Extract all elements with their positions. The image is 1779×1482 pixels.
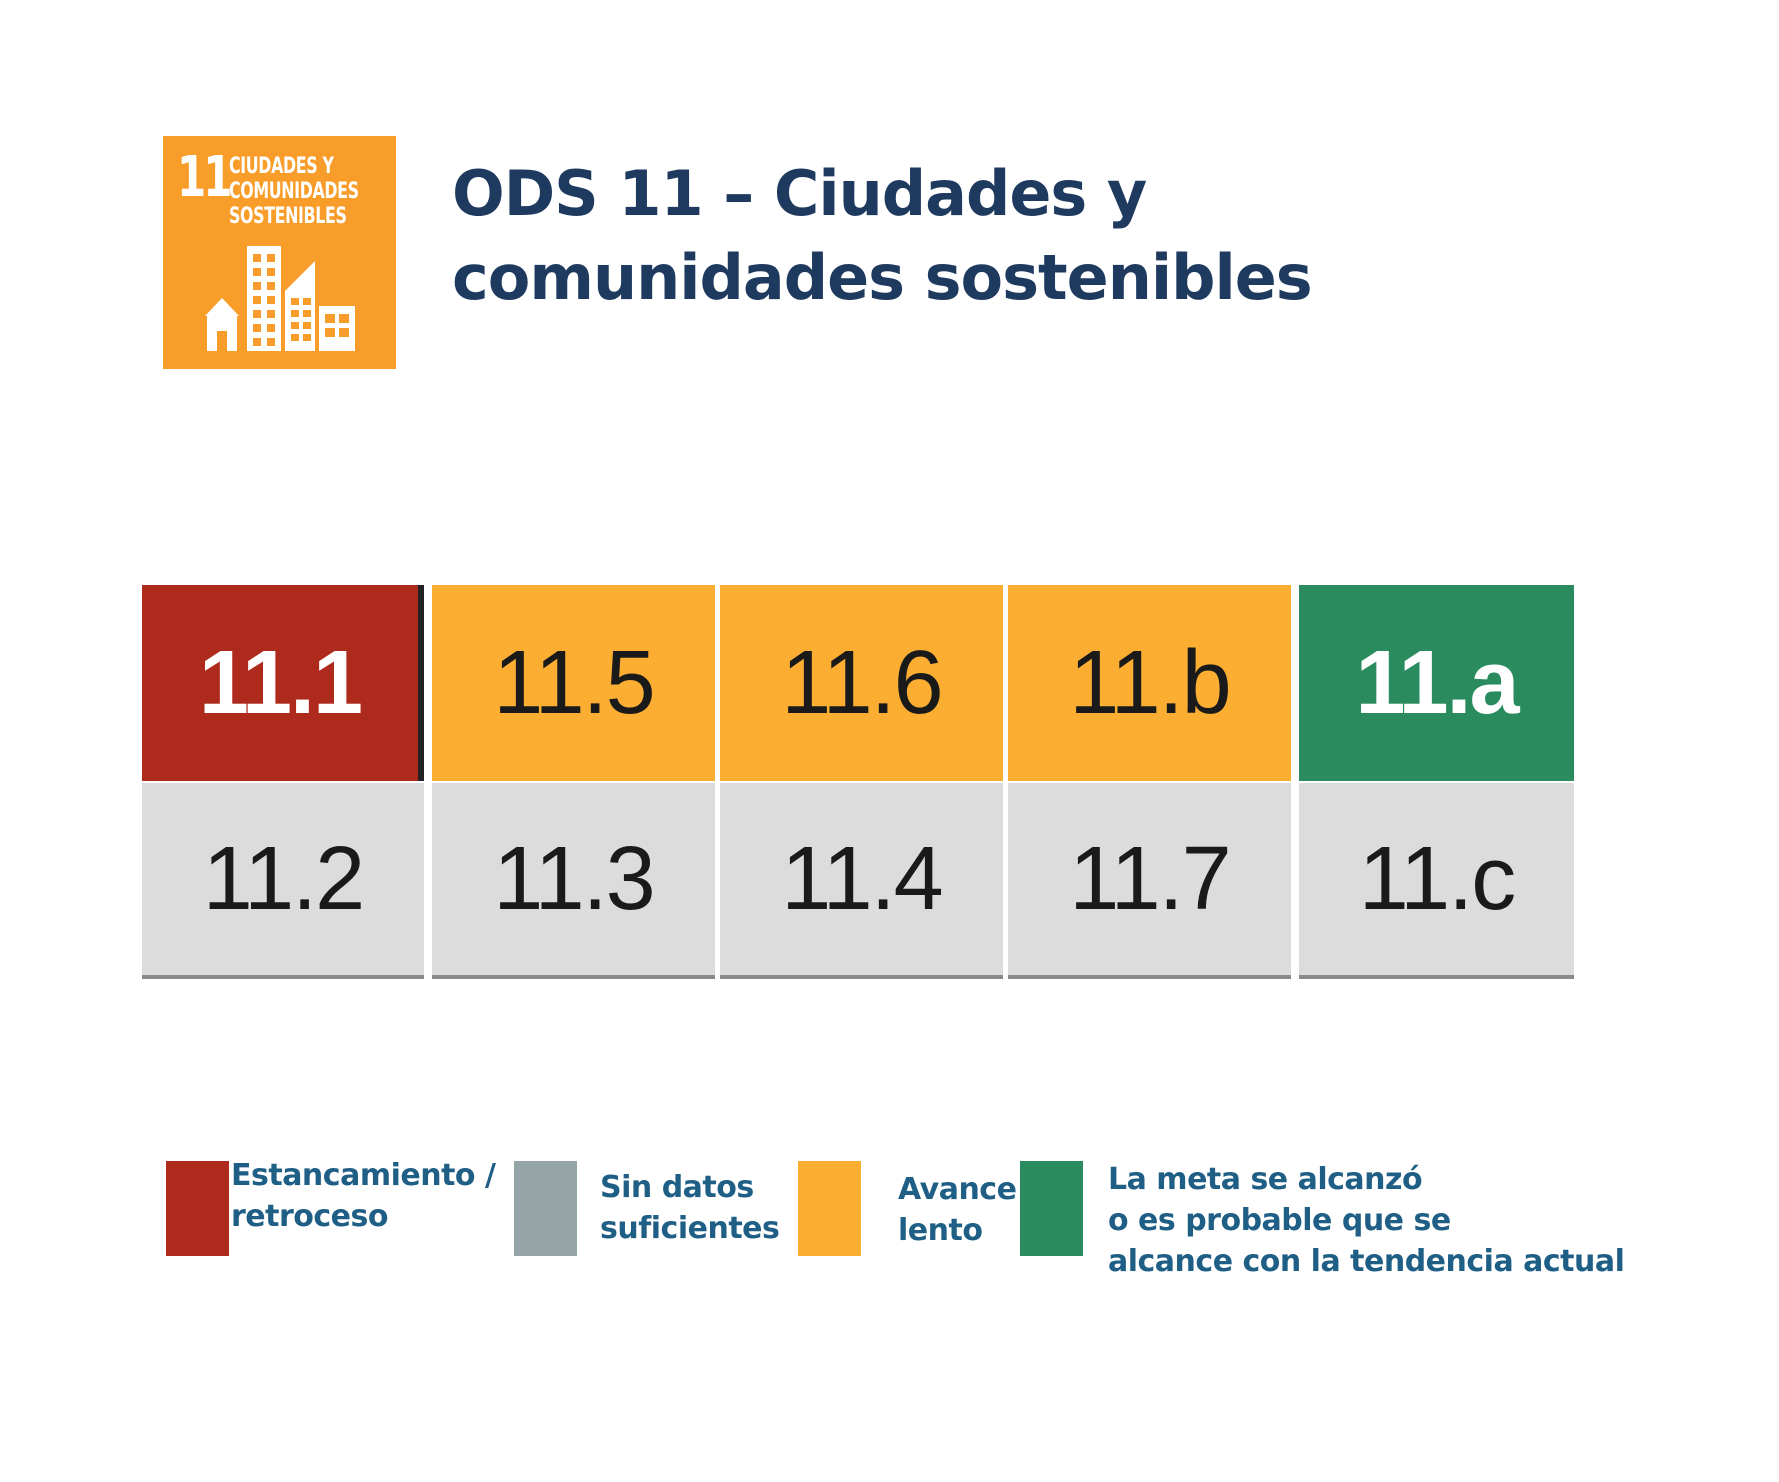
legend-swatch [514,1161,577,1256]
targets-grid: 11.1 11.5 11.6 11.b 11.a 11.2 11.3 11.4 11.7 11.… [142,585,1592,985]
legend-swatch [166,1161,229,1256]
legend-swatch [798,1161,861,1256]
target-cell-11-b: 11.b [1008,585,1291,781]
logo-text: CIUDADES Y COMUNIDADES SOSTENIBLES [229,154,359,229]
page-title: ODS 11 – Ciudades y comunidades sostenib… [452,157,1313,314]
legend-label: Estancamiento / retroceso [231,1158,496,1234]
target-cell-11-c: 11.c [1299,783,1574,979]
legend-label: La meta se alcanzó o es probable que se … [1108,1162,1625,1279]
target-cell-11-2: 11.2 [142,783,424,979]
city-buildings-icon [205,246,355,351]
legend-swatch [1020,1161,1083,1256]
target-cell-11-3: 11.3 [432,783,715,979]
target-cell-11-5: 11.5 [432,585,715,781]
sdg-11-logo: 11 CIUDADES Y COMUNIDADES SOSTENIBLES [163,136,396,369]
target-cell-11-7: 11.7 [1008,783,1291,979]
legend-label: Sin datos suficientes [600,1170,780,1246]
legend-label: Avance lento [898,1172,1017,1248]
logo-number: 11 [177,145,232,210]
target-cell-11-6: 11.6 [720,585,1003,781]
target-cell-11-1: 11.1 [142,585,424,781]
target-cell-11-4: 11.4 [720,783,1003,979]
target-cell-11-a: 11.a [1299,585,1574,781]
